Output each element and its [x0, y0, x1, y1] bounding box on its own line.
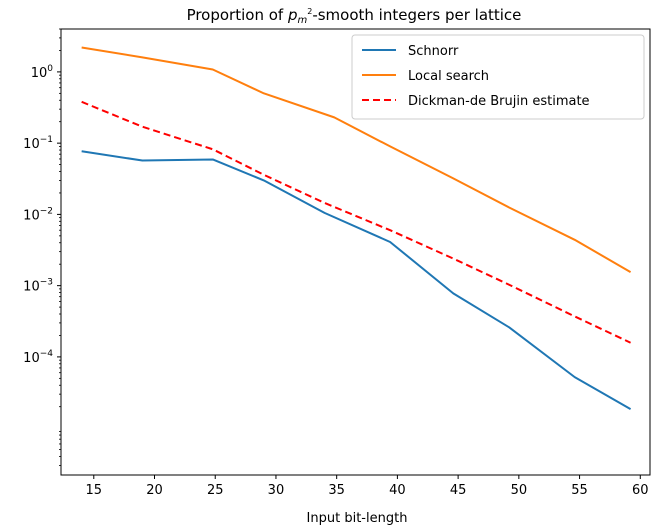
x-tick-label: 15	[86, 483, 103, 498]
legend: Schnorr Local search Dickman-de Brujin est…	[351, 34, 645, 120]
data-point	[389, 241, 391, 243]
data-point	[333, 117, 335, 119]
title-suffix: -smooth integers per lattice	[312, 6, 521, 24]
y-tick-base: 10	[23, 137, 40, 152]
series-line	[81, 100, 631, 344]
data-point	[142, 57, 144, 59]
data-point	[630, 342, 632, 344]
data-point	[452, 293, 454, 295]
x-tick-label: 25	[207, 483, 224, 498]
legend-box	[351, 34, 645, 120]
y-tick-label: 100	[31, 64, 54, 81]
data-point	[574, 376, 576, 378]
series-layer	[81, 46, 632, 410]
data-point	[212, 148, 214, 150]
y-tick-exponent: −3	[40, 278, 53, 288]
series-line	[81, 150, 632, 410]
series-line	[81, 46, 632, 273]
data-point	[212, 159, 214, 161]
data-point	[263, 174, 265, 176]
y-tick-exponent: 0	[47, 64, 53, 74]
y-tick-exponent: −4	[40, 349, 54, 359]
y-tick-label: 10−2	[23, 206, 53, 223]
data-point	[81, 47, 83, 49]
legend-label: Local search	[408, 69, 489, 84]
data-point	[324, 212, 326, 214]
data-point	[630, 271, 632, 273]
x-tick-label: 35	[328, 483, 345, 498]
y-tick-exponent: −1	[40, 135, 53, 145]
y-tick-label: 10−4	[23, 349, 53, 366]
data-point	[508, 207, 510, 209]
x-axis-label: Input bit-length	[307, 511, 408, 526]
title-math-sub: m	[297, 15, 307, 26]
chart-title: Proportion of pm2-smooth integers per la…	[187, 6, 522, 26]
x-tick-label: 40	[389, 483, 406, 498]
y-tick-label: 10−1	[23, 135, 53, 152]
x-tick-label: 45	[450, 483, 467, 498]
data-point	[452, 258, 454, 260]
data-point	[574, 316, 576, 318]
data-point	[574, 239, 576, 241]
x-tick-label: 30	[268, 483, 285, 498]
x-tick-label: 50	[511, 483, 528, 498]
data-point	[142, 126, 144, 128]
data-point	[508, 327, 510, 329]
data-point	[142, 160, 144, 162]
y-tick-base: 10	[23, 351, 40, 366]
data-point	[263, 93, 265, 95]
title-math-base: p	[287, 6, 298, 24]
data-point	[81, 150, 83, 152]
y-tick-exponent: −2	[40, 206, 53, 216]
x-tick-label: 60	[632, 483, 649, 498]
data-point	[630, 408, 632, 410]
title-math-sup: 2	[307, 7, 312, 16]
x-tick-label: 55	[571, 483, 588, 498]
y-tick-base: 10	[23, 208, 40, 223]
y-tick-base: 10	[31, 66, 48, 81]
data-point	[81, 101, 83, 103]
data-point	[452, 178, 454, 180]
data-point	[389, 146, 391, 148]
x-axis: 15 20 25 30 35 40 45 50 55 60	[86, 475, 649, 498]
legend-label: Dickman-de Brujin estimate	[408, 94, 590, 109]
data-point	[263, 180, 265, 182]
title-prefix: Proportion of	[187, 6, 288, 24]
y-tick-base: 10	[23, 280, 40, 295]
y-tick-label: 10−3	[23, 278, 53, 295]
data-point	[508, 284, 510, 286]
legend-label: Schnorr	[408, 44, 459, 59]
data-point	[389, 229, 391, 231]
data-point	[324, 202, 326, 204]
x-tick-label: 20	[146, 483, 163, 498]
data-point	[212, 69, 214, 71]
svg-text:Proportion of pm2-smooth integ: Proportion of pm2-smooth integers per la…	[187, 6, 522, 26]
